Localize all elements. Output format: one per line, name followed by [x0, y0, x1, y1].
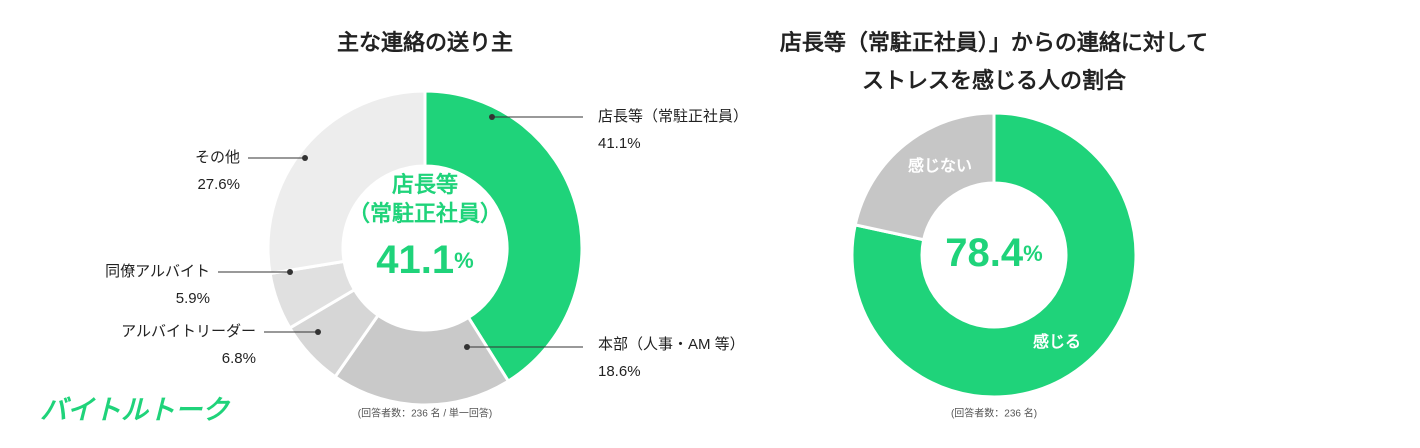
- slice-value: 41.1%: [598, 135, 641, 152]
- slice-label: 本部（人事・AM 等）: [598, 335, 745, 353]
- footnote: (回答者数：236 名): [951, 407, 1037, 420]
- slice-value: 5.9%: [176, 290, 210, 307]
- chart-title: 店長等（常駐正社員）」からの連絡に対して: [780, 30, 1208, 55]
- slice-label: 同僚アルバイト: [105, 263, 210, 280]
- donut-slice: [853, 111, 996, 242]
- center-value: 41.1%: [376, 238, 473, 282]
- slice-value: 18.6%: [598, 363, 641, 380]
- center-label: （常駐正社員）: [348, 201, 502, 226]
- slice-label: アルバイトリーダー: [121, 323, 256, 340]
- slice-value: 27.6%: [197, 176, 240, 193]
- center-number: 41.1: [376, 238, 454, 282]
- center-unit: %: [454, 248, 474, 273]
- slice-label: 感じない: [908, 156, 972, 175]
- footnote: (回答者数：236 名 / 単一回答): [358, 407, 492, 420]
- slice-label: その他: [195, 149, 240, 166]
- chart-title: 主な連絡の送り主: [337, 30, 513, 55]
- center-value: 78.4%: [945, 231, 1042, 275]
- donut-slice: [333, 313, 511, 407]
- center-label: 店長等: [392, 172, 458, 197]
- slice-value: 6.8%: [222, 350, 256, 367]
- center-unit: %: [1023, 241, 1043, 266]
- logo: バイトルトーク: [40, 395, 231, 425]
- slice-label: 店長等（常駐正社員）: [598, 107, 748, 125]
- slice-label: 感じる: [1033, 332, 1081, 351]
- chart-title: ストレスを感じる人の割合: [862, 68, 1127, 93]
- donut-slice: [266, 89, 427, 276]
- center-number: 78.4: [945, 231, 1024, 275]
- donut-slice: [423, 89, 584, 384]
- donut-slice: [850, 111, 1138, 399]
